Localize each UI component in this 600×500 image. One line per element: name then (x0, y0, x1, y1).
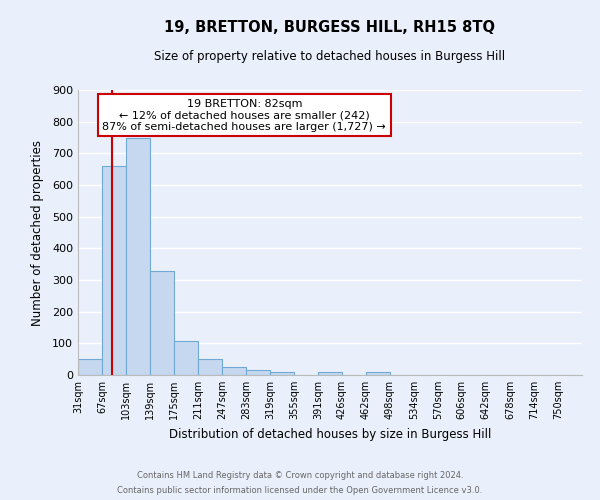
Bar (222, 367, 246, 375)
Bar (150, 270, 174, 375)
Bar (102, 166, 126, 375)
Bar (246, 370, 270, 375)
Text: 19, BRETTON, BURGESS HILL, RH15 8TQ: 19, BRETTON, BURGESS HILL, RH15 8TQ (164, 20, 496, 35)
Bar (198, 358, 222, 375)
Text: 19 BRETTON: 82sqm
← 12% of detached houses are smaller (242)
87% of semi-detache: 19 BRETTON: 82sqm ← 12% of detached hous… (103, 98, 386, 132)
Bar (174, 342, 198, 375)
Y-axis label: Number of detached properties: Number of detached properties (31, 140, 44, 326)
Bar (319, 372, 343, 375)
Bar (366, 372, 390, 375)
Bar (270, 372, 294, 375)
Bar (126, 138, 150, 375)
Text: Size of property relative to detached houses in Burgess Hill: Size of property relative to detached ho… (154, 50, 506, 63)
Bar (78, 358, 102, 375)
Text: Contains HM Land Registry data © Crown copyright and database right 2024.: Contains HM Land Registry data © Crown c… (137, 471, 463, 480)
Text: Contains public sector information licensed under the Open Government Licence v3: Contains public sector information licen… (118, 486, 482, 495)
X-axis label: Distribution of detached houses by size in Burgess Hill: Distribution of detached houses by size … (169, 428, 491, 440)
